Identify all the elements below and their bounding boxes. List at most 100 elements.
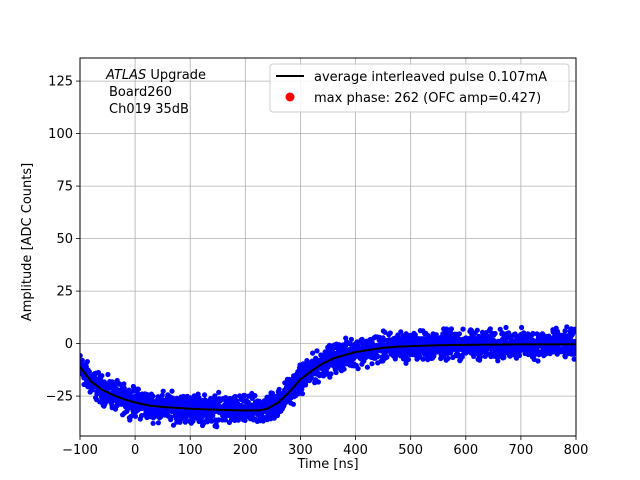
scatter-point <box>497 326 503 332</box>
scatter-point <box>182 419 188 425</box>
y-tick-label: 100 <box>48 127 73 142</box>
y-axis-title: Amplitude [ADC Counts] <box>20 163 35 321</box>
x-tick-label: 400 <box>343 443 368 458</box>
legend-label-max-phase: max phase: 262 (OFC amp=0.427) <box>314 91 541 106</box>
legend-marker-swatch <box>285 92 295 102</box>
x-tick-label: 200 <box>233 443 258 458</box>
scatter-point <box>530 330 536 337</box>
scatter-point <box>456 331 462 337</box>
scatter-point <box>572 339 576 345</box>
scatter-point <box>359 336 365 342</box>
scatter-point <box>495 358 501 364</box>
scatter-point <box>160 388 166 394</box>
scatter-point <box>445 355 451 361</box>
scatter-point <box>296 391 302 397</box>
scatter-point <box>573 349 576 355</box>
annotation-line-3: Ch019 35dB <box>109 102 189 117</box>
scatter-point <box>169 388 175 394</box>
scatter-point <box>150 393 156 399</box>
scatter-point <box>374 354 381 360</box>
scatter-point <box>202 392 208 398</box>
scatter-point <box>454 351 461 357</box>
scatter-point <box>398 329 404 335</box>
legend: average interleaved pulse 0.107mA max ph… <box>269 63 570 113</box>
scatter-point <box>121 385 127 391</box>
legend-box <box>269 63 570 113</box>
scatter-point <box>333 369 339 376</box>
scatter-point <box>80 353 83 359</box>
scatter-point <box>183 413 190 419</box>
legend-label-average: average interleaved pulse 0.107mA <box>314 70 547 85</box>
x-tick-label: 700 <box>508 443 533 458</box>
scatter-point <box>420 356 426 362</box>
x-axis-title: Time [ns] <box>296 457 358 472</box>
scatter-point <box>299 391 306 397</box>
scatter-point <box>562 328 568 334</box>
scatter-point <box>95 369 102 376</box>
y-ticks: −25 0 25 50 75 100 125 <box>46 75 80 405</box>
scatter-point <box>150 420 156 426</box>
scatter-point <box>492 330 498 337</box>
scatter-point <box>290 401 296 407</box>
x-ticks: −100 0 100 200 300 400 500 600 700 800 <box>62 436 588 458</box>
scatter-point <box>405 356 411 363</box>
plot-frame <box>79 57 577 437</box>
scatter-point <box>503 324 509 331</box>
scatter-point <box>232 393 238 400</box>
scatter-point <box>501 354 507 361</box>
annotation-upgrade: Upgrade <box>146 68 206 83</box>
scatter-point <box>564 324 570 330</box>
scatter-point <box>212 393 218 399</box>
scatter-point <box>573 329 576 335</box>
scatter-point <box>222 417 228 423</box>
average-pulse-line-group <box>80 343 576 412</box>
scatter-point <box>448 326 454 332</box>
scatter-point <box>214 424 220 430</box>
scatter-point <box>347 340 353 346</box>
scatter-point <box>216 417 222 423</box>
annotation-atlas: ATLAS <box>105 68 146 83</box>
x-tick-label: 500 <box>398 443 423 458</box>
scatter-point <box>242 392 248 399</box>
scatter-point <box>170 422 177 428</box>
scatter-point <box>84 359 90 365</box>
y-tick-label: 25 <box>56 285 73 300</box>
scatter-point <box>474 327 480 333</box>
scatter-point <box>216 389 222 395</box>
scatter-point <box>209 418 215 424</box>
scatter-point <box>519 324 525 331</box>
scatter-point <box>459 354 465 360</box>
scatter-point <box>412 332 418 338</box>
x-tick-label: 300 <box>288 443 313 458</box>
annotation-line-1: ATLAS Upgrade <box>105 68 206 83</box>
scatter-point <box>535 358 541 364</box>
scatter-point <box>80 357 85 363</box>
x-tick-label: 0 <box>131 443 139 458</box>
scatter-point <box>276 386 282 392</box>
y-tick-label: 75 <box>56 180 73 195</box>
y-tick-label: 0 <box>65 337 73 352</box>
y-tick-label: −25 <box>46 390 73 405</box>
scatter-point <box>132 413 139 419</box>
scatter-point <box>252 393 258 399</box>
scatter-point <box>315 379 321 385</box>
scatter-point <box>364 364 370 370</box>
scatter-point <box>105 371 111 378</box>
scatter-point <box>135 386 141 392</box>
y-tick-label: 50 <box>56 232 73 247</box>
scatter-point <box>487 326 493 332</box>
scatter-point <box>168 414 174 420</box>
scatter-point <box>382 329 388 335</box>
scatter-point <box>310 350 316 356</box>
scatter-point <box>355 366 361 372</box>
scatter-point <box>348 336 354 342</box>
scatter-point <box>384 354 390 360</box>
annotation-line-2: Board260 <box>109 85 172 100</box>
scatter-point <box>571 356 576 362</box>
average-pulse-line <box>80 343 576 412</box>
scatter-point <box>444 326 450 332</box>
scatter-point <box>387 330 393 336</box>
scatter-point <box>369 361 375 367</box>
atlas-annotation: ATLAS Upgrade Board260 Ch019 35dB <box>105 68 206 117</box>
